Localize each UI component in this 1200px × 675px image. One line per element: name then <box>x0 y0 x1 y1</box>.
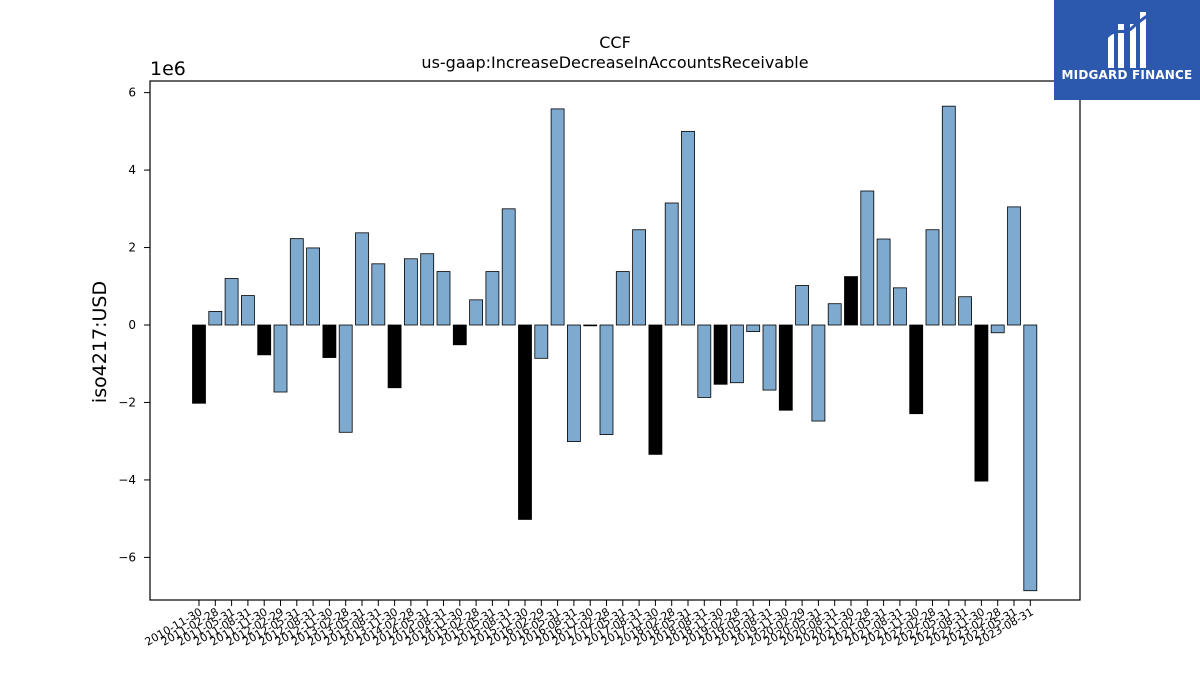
bar <box>583 324 598 327</box>
y-tick-label: 6 <box>128 86 136 100</box>
bar <box>599 324 614 436</box>
bar <box>289 238 304 326</box>
bar <box>518 324 532 520</box>
bar <box>436 271 451 326</box>
y-tick-label: −6 <box>118 550 136 564</box>
bar <box>746 324 761 332</box>
bar <box>925 229 940 326</box>
bar <box>322 324 337 358</box>
bar <box>452 324 467 346</box>
bar <box>387 324 402 389</box>
bar <box>485 271 500 326</box>
bar <box>909 324 924 415</box>
bar <box>730 324 744 384</box>
y-tick-label: −4 <box>118 473 136 487</box>
bar <box>664 202 679 326</box>
bar <box>762 324 777 391</box>
bar <box>567 324 581 442</box>
bar <box>469 299 484 326</box>
brand-name: MIDGARD FINANCE <box>1061 68 1193 82</box>
bar <box>795 285 809 326</box>
bar <box>648 324 663 455</box>
bar <box>240 295 255 326</box>
bar <box>273 324 288 393</box>
chart-title: CCF <box>599 33 631 52</box>
brand-logo: MIDGARD FINANCE <box>1054 0 1200 100</box>
bar <box>355 232 369 326</box>
chart-subtitle: us-gaap:IncreaseDecreaseInAccountsReceiv… <box>421 53 808 72</box>
bar <box>697 324 712 398</box>
bar <box>990 324 1005 334</box>
bar <box>876 238 891 326</box>
bar <box>958 296 972 326</box>
y-tick-label: 2 <box>128 241 136 255</box>
bar <box>713 324 728 385</box>
bar <box>192 324 206 404</box>
bar <box>681 130 695 326</box>
bar <box>338 324 353 433</box>
bar <box>974 324 989 482</box>
bar <box>371 263 386 326</box>
bar <box>420 253 435 326</box>
y-tick-label: 0 <box>128 318 136 332</box>
y-axis-label: iso4217:USD <box>89 281 111 403</box>
bar <box>403 258 418 326</box>
bar <box>534 324 549 359</box>
y-tick-label: −2 <box>118 395 136 409</box>
bar <box>827 303 842 326</box>
bar <box>632 229 646 326</box>
bar <box>306 247 321 326</box>
bar <box>224 278 239 326</box>
midgard-logo-icon <box>1104 12 1151 68</box>
plot-area-frame <box>149 80 1081 601</box>
bar <box>1007 206 1021 326</box>
bar <box>860 190 875 326</box>
bar <box>844 276 858 326</box>
bar <box>501 208 516 326</box>
bar <box>778 324 793 411</box>
y-tick-label: 4 <box>128 163 136 177</box>
bar <box>1023 324 1038 592</box>
bar <box>941 105 956 326</box>
bar <box>615 271 630 326</box>
bar <box>208 311 223 326</box>
bar <box>550 108 565 326</box>
bar <box>257 324 272 356</box>
y-scale-label: 1e6 <box>150 58 186 80</box>
bar <box>893 287 907 326</box>
bar <box>811 324 826 422</box>
